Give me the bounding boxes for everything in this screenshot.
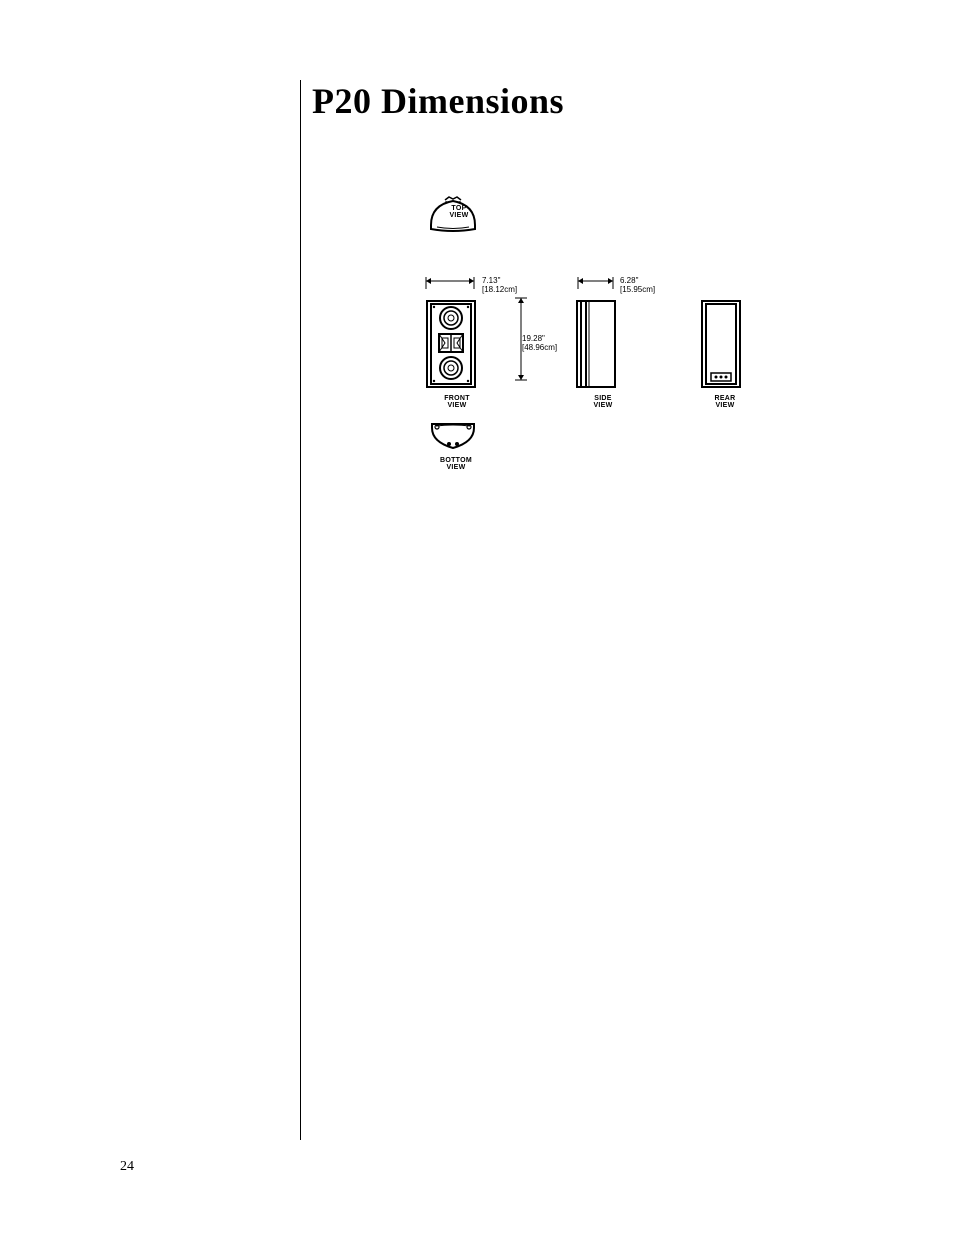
label-text: REAR — [714, 395, 735, 402]
label-text: VIEW — [715, 402, 734, 409]
dim-inches: 6.28" — [620, 276, 638, 285]
page-number: 24 — [120, 1159, 134, 1175]
dimensions-diagram: TOP VIEW 7.13" [18.12cm] — [410, 195, 930, 515]
side-view-label: SIDE VIEW — [588, 395, 618, 409]
bottom-view-label: BOTTOM VIEW — [436, 457, 476, 471]
rear-view-drawing — [700, 300, 742, 388]
dim-cm: [48.96cm] — [522, 343, 557, 352]
rear-view-label: REAR VIEW — [710, 395, 740, 409]
front-view-label: FRONT VIEW — [437, 395, 477, 409]
dim-inches: 19.28" — [522, 334, 545, 343]
front-view-drawing — [425, 300, 477, 388]
label-text: FRONT — [444, 395, 470, 402]
dim-cm: [18.12cm] — [482, 285, 517, 294]
label-text: VIEW — [447, 402, 466, 409]
height-dim-label: 19.28" [48.96cm] — [522, 335, 557, 353]
dim-inches: 7.13" — [482, 276, 500, 285]
bottom-view-drawing — [428, 420, 478, 452]
label-text: VIEW — [446, 464, 465, 471]
label-text: BOTTOM — [440, 457, 472, 464]
page-title: P20 Dimensions — [312, 80, 564, 122]
top-view-drawing — [425, 195, 485, 233]
label-text: VIEW — [593, 402, 612, 409]
label-text: SIDE — [594, 395, 612, 402]
depth-dim-label: 6.28" [15.95cm] — [620, 277, 655, 295]
dim-cm: [15.95cm] — [620, 285, 655, 294]
section-divider — [300, 80, 301, 1140]
side-view-drawing — [575, 300, 617, 388]
width-dim-label: 7.13" [18.12cm] — [482, 277, 517, 295]
